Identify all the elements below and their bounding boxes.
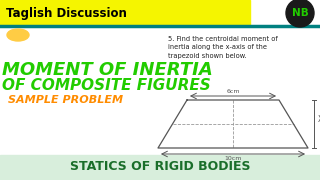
Bar [0,155,320,180]
Text: STATICS OF RIGID BODIES: STATICS OF RIGID BODIES [70,161,250,174]
Text: Taglish Discussion: Taglish Discussion [6,6,127,19]
Text: 10cm: 10cm [224,156,242,161]
Text: MOMENT OF INERTIA: MOMENT OF INERTIA [2,61,213,79]
Text: 5. Find the centroidal moment of
inertia along the x-axis of the
trapezoid shown: 5. Find the centroidal moment of inertia… [168,36,278,59]
Text: X₀: X₀ [318,116,320,125]
Text: OF COMPOSITE FIGURES: OF COMPOSITE FIGURES [2,78,211,93]
Circle shape [286,0,314,27]
Text: 6cm: 6cm [226,89,240,94]
Text: SAMPLE PROBLEM: SAMPLE PROBLEM [8,95,123,105]
Bar [0,0,250,25]
Ellipse shape [7,29,29,41]
Text: NB: NB [292,8,308,18]
